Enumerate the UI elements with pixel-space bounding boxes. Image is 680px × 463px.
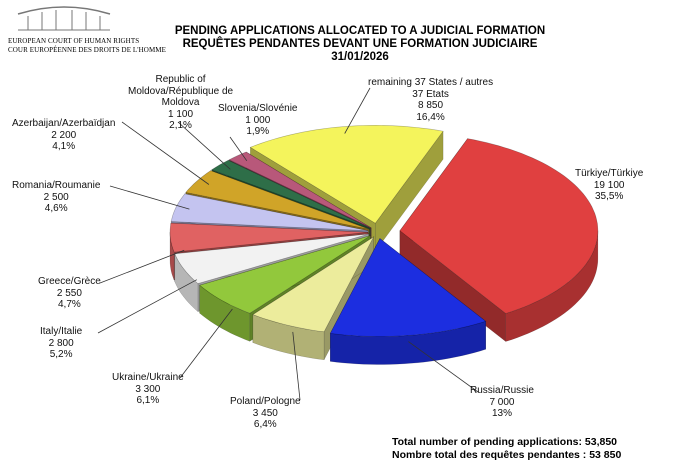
pie bbox=[169, 124, 599, 365]
leader-line bbox=[292, 331, 301, 401]
leader-line bbox=[344, 87, 371, 134]
percent-label: 4,1% bbox=[52, 141, 76, 152]
category: Ukraine/Ukraine bbox=[112, 372, 184, 383]
value-label: 19 100 bbox=[593, 179, 625, 191]
leader-line bbox=[97, 279, 197, 334]
percent-label: 4,7% bbox=[58, 299, 81, 310]
category: Türkiye/Türkiye bbox=[575, 168, 644, 179]
slice-top bbox=[228, 151, 372, 229]
category: remaining 37 States / autres 37 Etats bbox=[368, 77, 494, 100]
leader-line bbox=[229, 136, 248, 162]
slice-label: Ukraine/Ukraine 3 300 6,1% bbox=[112, 372, 184, 407]
leader-line bbox=[99, 249, 185, 284]
slice-top bbox=[249, 124, 444, 224]
slice-top bbox=[399, 138, 599, 314]
category: Greece/Grèce bbox=[38, 276, 101, 287]
value-label: 2 800 bbox=[48, 337, 74, 349]
value-label: 1 000 bbox=[245, 114, 271, 126]
slice-top bbox=[199, 235, 371, 314]
value-label: 3 300 bbox=[135, 383, 161, 395]
value-label: 8 850 bbox=[418, 100, 444, 111]
value-label: 2 200 bbox=[51, 129, 77, 141]
percent-label: 13% bbox=[491, 408, 512, 419]
slice-label: Greece/Grèce 2 550 4,7% bbox=[38, 276, 101, 311]
slice-label: Italy/Italie 2 800 5,2% bbox=[40, 326, 82, 361]
percent-label: 6,1% bbox=[136, 395, 160, 406]
slice-label: Russia/Russie 7 000 13% bbox=[470, 385, 534, 420]
category: Poland/Pologne bbox=[230, 396, 301, 407]
slice-label: Slovenia/Slovénie 1 000 1,9% bbox=[218, 103, 298, 138]
chart-date: 31/01/2026 bbox=[331, 51, 389, 63]
leader-line bbox=[121, 121, 210, 185]
category: Russia/Russie bbox=[470, 385, 534, 396]
slice-outer-side bbox=[199, 284, 251, 342]
leader-lines bbox=[97, 87, 479, 401]
percent-label: 16,4% bbox=[416, 111, 445, 123]
slice-label: Türkiye/Türkiye 19 100 35,5% bbox=[575, 168, 643, 203]
percent-label: 1,9% bbox=[246, 126, 270, 137]
leader-line bbox=[179, 308, 233, 379]
percent-label: 5,2% bbox=[49, 349, 73, 360]
slice-label: Azerbaijan/Azerbaïdjan 2 200 4,1% bbox=[12, 118, 115, 153]
category: Romania/Roumanie bbox=[12, 180, 101, 191]
category: Slovenia/Slovénie bbox=[218, 103, 298, 114]
slice-top bbox=[170, 193, 369, 231]
value-label: 2 550 bbox=[56, 287, 82, 299]
slice-top bbox=[252, 236, 375, 333]
percent-label: 35,5% bbox=[595, 191, 624, 202]
slice bbox=[399, 137, 599, 343]
percent-label: 6,4% bbox=[253, 419, 277, 430]
court-logo bbox=[17, 6, 111, 31]
category: Republic of Moldova/République de Moldov… bbox=[128, 74, 234, 108]
slice-top bbox=[211, 159, 371, 229]
slice-outer-side bbox=[330, 320, 486, 365]
value-label: 2 500 bbox=[43, 191, 69, 203]
slice-top bbox=[169, 222, 369, 253]
court-name-en: EUROPEAN COURT OF HUMAN RIGHTS bbox=[8, 37, 140, 45]
slice-label: Poland/Pologne 3 450 6,4% bbox=[230, 396, 301, 431]
slice-label: remaining 37 States / autres 37 Etats 8 8… bbox=[368, 77, 493, 123]
total-en: Total number of pending applications: 53… bbox=[392, 436, 618, 448]
chart-subtitle: REQUÊTES PENDANTES DEVANT UNE FORMATION … bbox=[182, 38, 538, 50]
value-label: 3 450 bbox=[252, 407, 278, 419]
slice-top bbox=[329, 238, 487, 337]
leader-line bbox=[177, 121, 231, 170]
chart-title: PENDING APPLICATIONS ALLOCATED TO A JUDI… bbox=[174, 25, 546, 37]
court-name-fr: COUR EUROPÉENNE DES DROITS DE L'HOMME bbox=[8, 46, 166, 54]
slice-outer-side bbox=[174, 253, 199, 313]
percent-label: 2,1% bbox=[169, 120, 192, 131]
total-fr: Nombre total des requêtes pendantes : 53… bbox=[392, 449, 622, 461]
slice-label: Republic of Moldova/République de Moldov… bbox=[128, 74, 233, 132]
value-label: 7 000 bbox=[489, 396, 515, 408]
category: Azerbaijan/Azerbaïdjan bbox=[12, 118, 116, 129]
category: Italy/Italie bbox=[40, 326, 83, 337]
leader-line bbox=[109, 185, 190, 210]
value-label: 1 100 bbox=[168, 108, 194, 120]
slice-outer-side bbox=[169, 232, 175, 281]
slice bbox=[329, 237, 487, 365]
leader-line bbox=[408, 341, 479, 393]
slice-top bbox=[185, 170, 370, 230]
percent-label: 4,6% bbox=[44, 203, 68, 214]
slice-label: Romania/Roumanie 2 500 4,6% bbox=[12, 180, 100, 215]
